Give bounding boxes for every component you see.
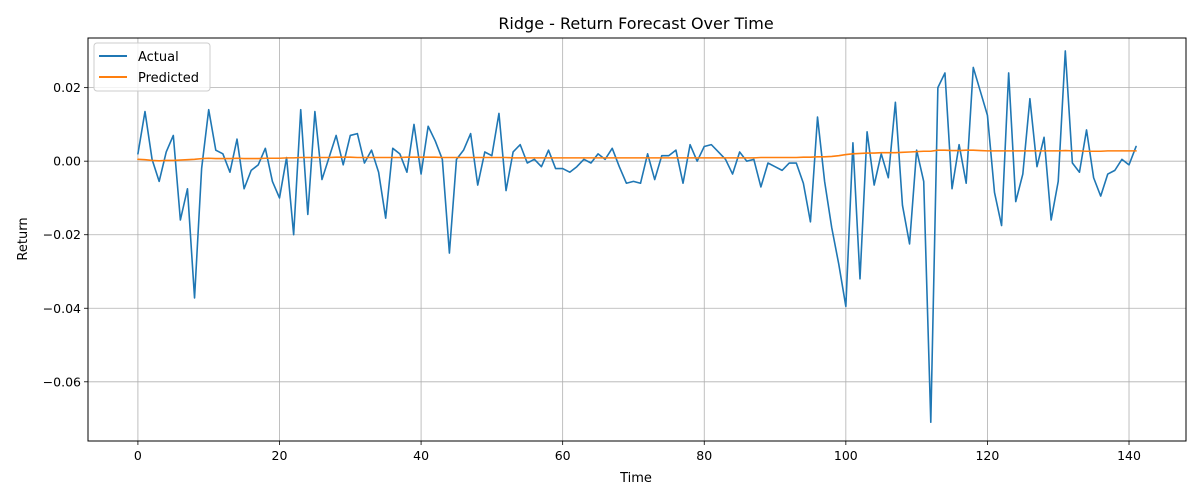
series-line-actual: [137, 50, 1137, 424]
legend-label-predicted: Predicted: [138, 71, 199, 86]
x-tick-label: 40: [413, 448, 429, 463]
plot-frame: [87, 37, 1187, 442]
chart-title: Ridge - Return Forecast Over Time: [498, 14, 773, 33]
y-tick-label: 0.00: [53, 154, 81, 169]
x-tick-label: 0: [134, 448, 142, 463]
series-layer: [137, 50, 1137, 424]
y-tick-label: 0.02: [53, 80, 81, 95]
x-tick-label: 20: [272, 448, 288, 463]
legend: Actual Predicted: [93, 42, 211, 92]
y-tick-label: −0.02: [43, 227, 81, 242]
series-line-predicted: [137, 149, 1137, 162]
x-tick-label: 120: [975, 448, 999, 463]
tick-layer: 0 20 40 60 80 100 120 140 −0.06 −0.04 −0.02 0.00 0.0…: [43, 80, 1141, 463]
y-tick-label: −0.04: [43, 301, 81, 316]
grid-layer: [88, 38, 1186, 441]
y-axis-title: Return: [16, 217, 31, 260]
legend-label-actual: Actual: [138, 50, 179, 65]
x-tick-label: 60: [555, 448, 571, 463]
x-tick-label: 140: [1117, 448, 1141, 463]
x-tick-label: 100: [834, 448, 858, 463]
x-tick-label: 80: [696, 448, 712, 463]
x-axis-title: Time: [619, 471, 652, 486]
y-tick-label: −0.06: [43, 374, 81, 389]
